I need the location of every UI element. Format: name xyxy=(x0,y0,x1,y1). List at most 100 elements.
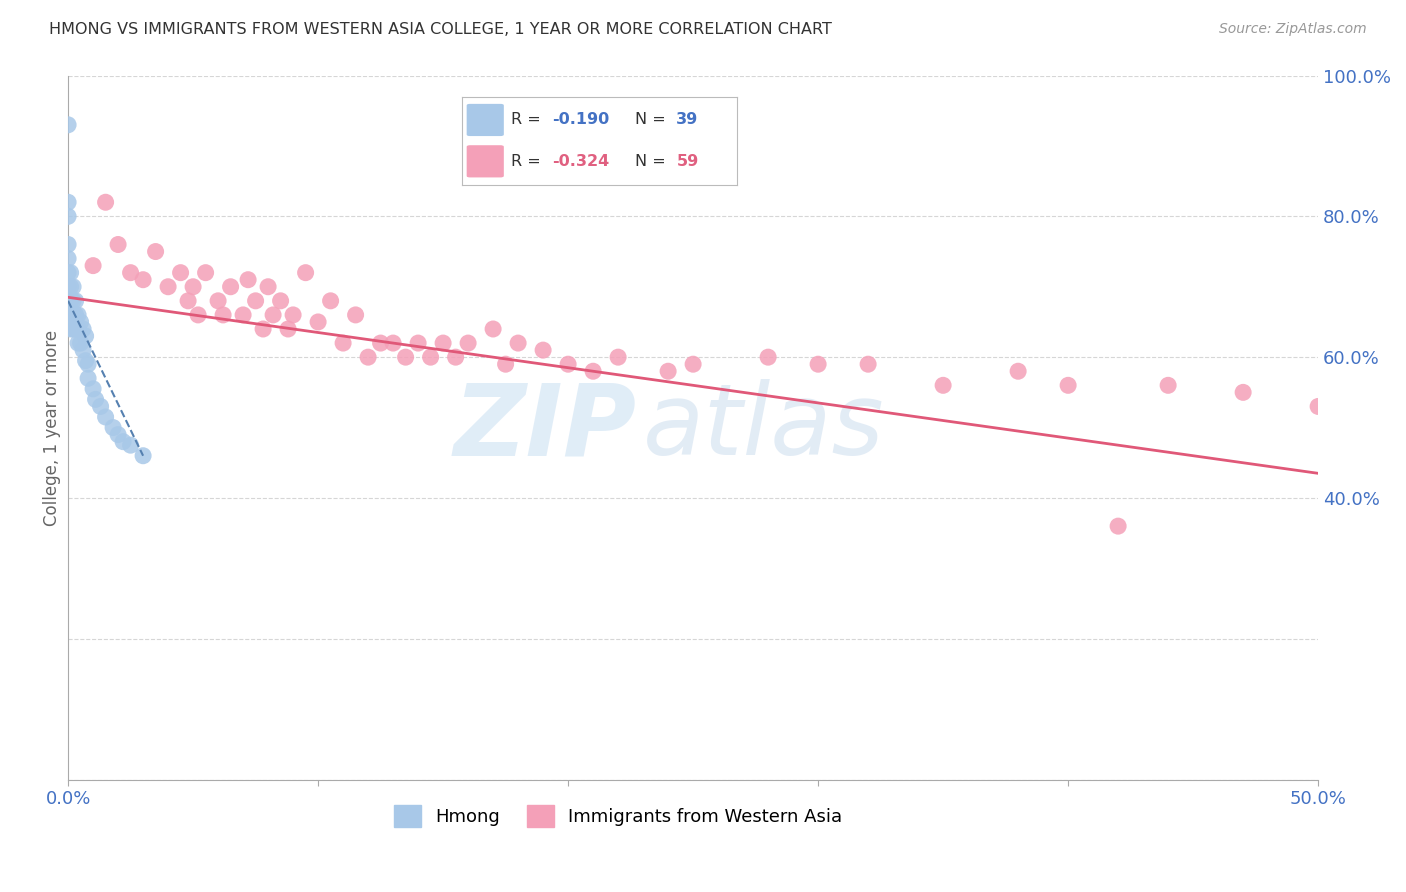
Point xyxy=(132,449,155,463)
Point xyxy=(807,357,830,371)
Point xyxy=(332,336,354,351)
Point xyxy=(232,308,254,322)
Point xyxy=(932,378,955,392)
Point xyxy=(252,322,274,336)
Point xyxy=(84,392,107,407)
Point xyxy=(419,350,441,364)
Point xyxy=(56,252,79,266)
Point xyxy=(56,210,79,224)
Point xyxy=(145,244,167,259)
Point xyxy=(65,308,87,322)
Point xyxy=(1157,378,1180,392)
Point xyxy=(59,308,82,322)
Point xyxy=(319,293,342,308)
Point xyxy=(281,308,304,322)
Point xyxy=(1357,413,1379,427)
Point xyxy=(62,322,84,336)
Point xyxy=(1308,400,1330,414)
Point xyxy=(657,364,679,378)
Text: HMONG VS IMMIGRANTS FROM WESTERN ASIA COLLEGE, 1 YEAR OR MORE CORRELATION CHART: HMONG VS IMMIGRANTS FROM WESTERN ASIA CO… xyxy=(49,22,832,37)
Point xyxy=(682,357,704,371)
Point xyxy=(77,371,100,385)
Point xyxy=(67,322,90,336)
Point xyxy=(506,336,529,351)
Point xyxy=(406,336,429,351)
Point xyxy=(77,357,100,371)
Point xyxy=(67,336,90,351)
Point xyxy=(257,279,280,293)
Point xyxy=(72,343,94,358)
Point xyxy=(65,293,87,308)
Text: Source: ZipAtlas.com: Source: ZipAtlas.com xyxy=(1219,22,1367,37)
Point xyxy=(236,273,259,287)
Point xyxy=(82,382,104,396)
Point xyxy=(432,336,454,351)
Point xyxy=(62,293,84,308)
Point xyxy=(207,293,229,308)
Point xyxy=(67,308,90,322)
Point xyxy=(1007,364,1029,378)
Point xyxy=(82,259,104,273)
Point xyxy=(132,273,155,287)
Point xyxy=(56,118,79,132)
Point xyxy=(120,438,142,452)
Point xyxy=(270,293,292,308)
Point xyxy=(177,293,200,308)
Point xyxy=(277,322,299,336)
Text: ZIP: ZIP xyxy=(454,379,637,476)
Point xyxy=(101,420,124,434)
Point xyxy=(62,308,84,322)
Point xyxy=(59,279,82,293)
Point xyxy=(194,266,217,280)
Point xyxy=(444,350,467,364)
Legend: Hmong, Immigrants from Western Asia: Hmong, Immigrants from Western Asia xyxy=(387,797,849,834)
Point xyxy=(262,308,284,322)
Point xyxy=(69,315,91,329)
Point xyxy=(482,322,505,336)
Point xyxy=(94,195,117,210)
Point xyxy=(169,266,191,280)
Point xyxy=(531,343,554,358)
Point xyxy=(607,350,630,364)
Point xyxy=(1232,385,1254,400)
Point xyxy=(1057,378,1080,392)
Point xyxy=(557,357,579,371)
Point xyxy=(582,364,605,378)
Y-axis label: College, 1 year or more: College, 1 year or more xyxy=(44,329,60,525)
Point xyxy=(107,427,129,442)
Point xyxy=(457,336,479,351)
Point xyxy=(75,329,97,343)
Point xyxy=(59,322,82,336)
Text: atlas: atlas xyxy=(643,379,884,476)
Point xyxy=(856,357,879,371)
Point xyxy=(212,308,235,322)
Point xyxy=(357,350,380,364)
Point xyxy=(90,400,112,414)
Point xyxy=(756,350,779,364)
Point xyxy=(1107,519,1129,533)
Point xyxy=(59,293,82,308)
Point xyxy=(294,266,316,280)
Point xyxy=(181,279,204,293)
Point xyxy=(56,279,79,293)
Point xyxy=(120,266,142,280)
Point xyxy=(65,322,87,336)
Point xyxy=(75,353,97,368)
Point xyxy=(56,195,79,210)
Point xyxy=(107,237,129,252)
Point xyxy=(56,266,79,280)
Point xyxy=(187,308,209,322)
Point xyxy=(219,279,242,293)
Point xyxy=(245,293,267,308)
Point xyxy=(59,266,82,280)
Point xyxy=(157,279,180,293)
Point xyxy=(94,409,117,424)
Point xyxy=(394,350,416,364)
Point xyxy=(370,336,392,351)
Point xyxy=(112,434,135,449)
Point xyxy=(69,336,91,351)
Point xyxy=(382,336,405,351)
Point xyxy=(495,357,517,371)
Point xyxy=(307,315,329,329)
Point xyxy=(62,279,84,293)
